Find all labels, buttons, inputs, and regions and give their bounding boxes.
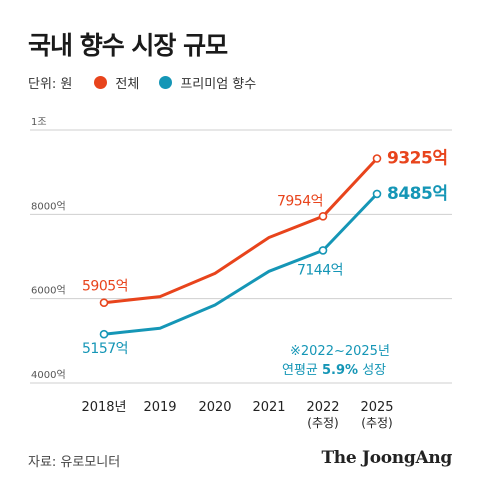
data-point-marker	[99, 298, 109, 308]
data-label: 8485억	[387, 184, 447, 204]
data-point-marker	[372, 189, 382, 199]
data-point-marker	[318, 212, 328, 221]
x-tick-label: 2019	[143, 400, 176, 415]
data-label: 9325억	[387, 148, 447, 168]
y-tick-label: 4000억	[31, 369, 66, 381]
x-tick-label: 2021	[252, 400, 285, 415]
growth-annotation-line1: ※2022~2025년	[290, 344, 390, 359]
chart-title: 국내 향수 시장 규모	[28, 31, 228, 60]
data-label: 7954억	[277, 193, 323, 209]
legend-dot-premium	[159, 76, 173, 89]
y-tick-label: 1조	[31, 117, 47, 128]
legend-item-total: 전체	[94, 73, 139, 92]
legend-item-premium: 프리미엄 향수	[159, 73, 256, 92]
brand-logo: The JoongAng	[321, 448, 452, 468]
data-point-marker	[372, 154, 382, 163]
data-label: 5157억	[82, 341, 128, 357]
data-point-marker	[318, 246, 328, 255]
data-label: 7144억	[297, 262, 343, 278]
legend-label-total: 전체	[115, 77, 140, 92]
series-line-premium	[103, 192, 379, 336]
series-line-total	[103, 157, 379, 305]
x-tick-label: 2020	[198, 400, 231, 415]
legend-label-premium: 프리미엄 향수	[180, 77, 257, 92]
source-note: 자료: 유로모니터	[28, 455, 121, 470]
growth-annotation-line2: 연평균 5.9% 성장	[282, 363, 386, 378]
data-label: 5905억	[82, 279, 128, 295]
x-tick-label: 2022	[306, 400, 339, 415]
y-tick-label: 8000억	[31, 200, 66, 212]
x-tick-sublabel: (추정)	[361, 416, 392, 430]
data-point-marker	[99, 329, 109, 339]
x-tick-sublabel: (추정)	[307, 416, 338, 430]
x-tick-label: 2018년	[81, 400, 126, 415]
x-tick-label: 2025	[360, 400, 393, 415]
y-tick-label: 6000억	[31, 285, 66, 297]
legend: 단위: 원 전체 프리미엄 향수	[28, 73, 276, 92]
legend-dot-total	[94, 76, 108, 89]
unit-label: 단위: 원	[28, 77, 73, 92]
